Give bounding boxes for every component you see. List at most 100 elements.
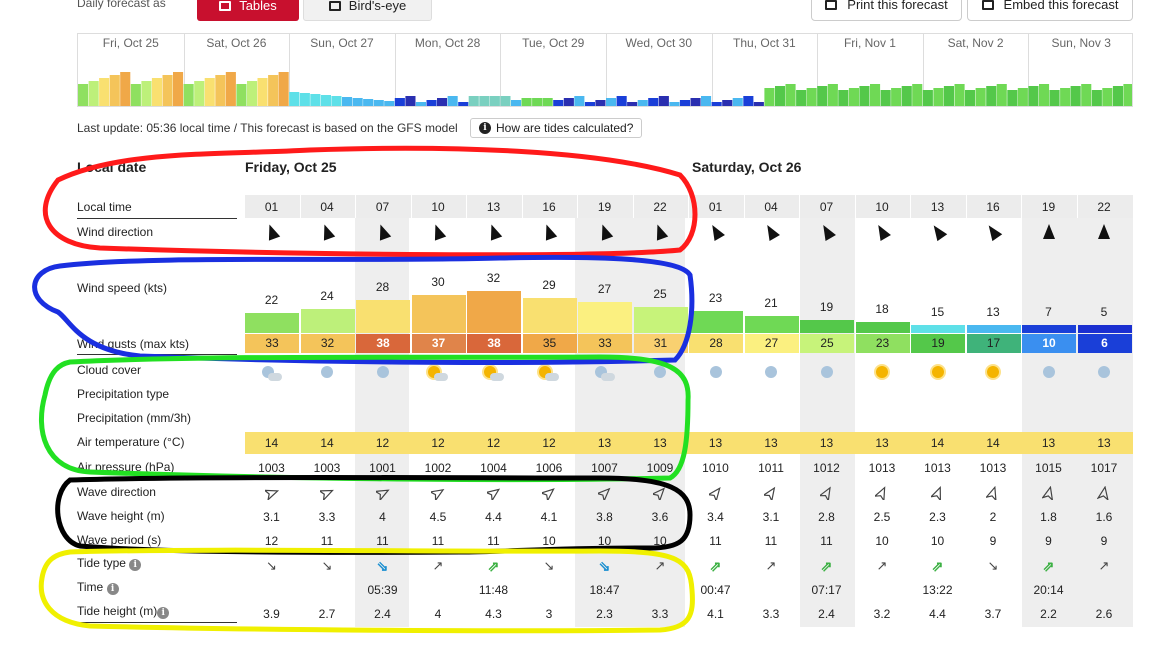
overview-wind-bar — [954, 84, 965, 106]
wind-gust-cell: 32 — [300, 334, 355, 353]
overview-day-separator — [711, 34, 713, 106]
overview-day-label[interactable]: Sat, Nov 2 — [947, 36, 1004, 50]
wind-gust-cell: 31 — [633, 334, 688, 353]
row-divider — [77, 622, 237, 623]
info-icon[interactable]: i — [106, 583, 119, 595]
column-separator — [688, 195, 689, 218]
overview-wind-bar — [870, 84, 881, 106]
overview-day-label[interactable]: Thu, Oct 31 — [733, 36, 796, 50]
ten-day-overview[interactable]: Fri, Oct 25 Sat, Oct 26 Sun, Oct 27 Mon, Oc… — [77, 33, 1133, 107]
row-label-local-time: Local time — [77, 200, 132, 214]
wave-period-cell: 10 — [653, 534, 667, 548]
tide-height-cell: 4.1 — [707, 607, 724, 621]
time-cell: 04 — [764, 200, 778, 214]
wind-speed-bar — [855, 322, 910, 333]
print-forecast-button[interactable]: Print this forecast — [811, 0, 962, 21]
air-temperature-cell: 14 — [264, 436, 279, 450]
overview-wind-bar — [743, 96, 754, 106]
time-cell: 10 — [431, 200, 445, 214]
overview-wind-bar — [289, 92, 300, 106]
night-column-bg — [1022, 195, 1133, 627]
wave-direction-cell — [412, 486, 465, 503]
overview-day-label[interactable]: Sun, Nov 3 — [1051, 36, 1111, 50]
moon-icon — [765, 366, 777, 378]
overview-day-label[interactable]: Tue, Oct 29 — [522, 36, 585, 50]
row-label-precipitation-type: Precipitation type — [77, 387, 170, 401]
air-temperature-cell: 12 — [486, 436, 501, 450]
wave-direction-cell — [523, 486, 576, 503]
air-temperature-cell: 13 — [1041, 436, 1056, 450]
overview-day-label[interactable]: Mon, Oct 28 — [414, 36, 481, 50]
overview-wind-bar — [120, 72, 131, 106]
column-separator — [910, 195, 911, 218]
column-separator — [632, 195, 634, 218]
time-cell: 07 — [819, 200, 834, 214]
cloud-cover-cell — [856, 366, 909, 381]
moon-icon — [1042, 366, 1055, 378]
column-separator — [799, 195, 800, 218]
row-label-tide-height: Tide height (m) i — [77, 604, 170, 619]
overview-wind-bar — [532, 98, 543, 106]
wave-period-cell: 9 — [989, 534, 997, 548]
overview-wind-bar — [1091, 90, 1102, 106]
moon-icon — [1098, 366, 1110, 378]
overview-wind-bar — [817, 86, 828, 106]
cloud-cover-cell — [911, 366, 964, 381]
time-cell: 22 — [1097, 200, 1111, 214]
air-temperature-cell: 13 — [1097, 436, 1111, 450]
tides-info-button[interactable]: i How are tides calculated? — [470, 118, 642, 138]
overview-day-label[interactable]: Sat, Oct 26 — [206, 36, 267, 50]
overview-wind-bar — [141, 81, 152, 106]
day-header-friday: Friday, Oct 25 — [245, 159, 337, 175]
overview-wind-bar — [701, 96, 712, 106]
tide-time-cell: 00:47 — [700, 583, 731, 597]
wave-height-cell: 2.5 — [873, 510, 891, 524]
overview-day-label[interactable]: Sun, Oct 27 — [310, 36, 374, 50]
tide-type-cell: ↗ — [634, 558, 687, 574]
overview-wind-bar — [753, 102, 764, 106]
overview-wind-bar — [352, 98, 363, 106]
air-temperature-cell: 12 — [375, 436, 390, 450]
wave-direction-cell — [856, 486, 909, 503]
overview-wind-bar — [151, 78, 162, 106]
overview-day-label[interactable]: Wed, Oct 30 — [625, 36, 693, 50]
last-update-text: Last update: 05:36 local time / This for… — [77, 121, 458, 135]
air-pressure-cell: 1002 — [424, 461, 452, 475]
wind-speed-bar — [245, 313, 299, 333]
overview-wind-bar — [173, 72, 184, 106]
overview-wind-bar — [553, 100, 564, 106]
birds-eye-view-button[interactable]: Bird's-eye — [303, 0, 432, 21]
overview-wind-bar — [838, 90, 849, 106]
time-cell: 13 — [486, 200, 501, 214]
overview-wind-bar — [1039, 84, 1050, 106]
tide-height-cell: 2.3 — [596, 607, 613, 621]
overview-wind-bars — [78, 72, 1132, 106]
wind-speed-bar — [1022, 325, 1076, 333]
air-pressure-cell: 1013 — [979, 461, 1007, 475]
info-icon[interactable]: i — [157, 607, 170, 619]
tide-time-cell: 18:47 — [589, 583, 620, 597]
overview-day-label[interactable]: Fri, Oct 25 — [102, 36, 159, 50]
wind-speed-value: 5 — [1100, 305, 1108, 319]
wave-height-cell: 4.1 — [540, 510, 558, 524]
air-pressure-cell: 1003 — [258, 461, 285, 475]
wind-speed-value: 28 — [375, 280, 390, 294]
overview-wind-bar — [606, 98, 617, 106]
moon-icon — [321, 366, 333, 378]
cloud-icon — [267, 373, 282, 381]
wave-height-cell: 3.4 — [707, 510, 724, 524]
info-icon[interactable]: i — [129, 559, 142, 571]
cloud-cover-cell — [245, 366, 298, 381]
column-separator — [1076, 195, 1078, 218]
wave-height-cell: 2 — [989, 510, 997, 524]
tide-type-cell: ↗ — [412, 558, 465, 574]
embed-forecast-button[interactable]: Embed this forecast — [967, 0, 1133, 21]
time-cell: 04 — [320, 200, 334, 214]
wave-period-cell: 11 — [709, 534, 722, 548]
overview-wind-bar — [669, 102, 680, 106]
overview-day-label[interactable]: Fri, Nov 1 — [843, 36, 896, 50]
air-pressure-cell: 1017 — [1090, 461, 1118, 475]
wave-period-cell: 9 — [1100, 534, 1108, 548]
tables-view-button[interactable]: Tables — [197, 0, 299, 21]
tide-height-cell: 2.6 — [1095, 607, 1113, 621]
